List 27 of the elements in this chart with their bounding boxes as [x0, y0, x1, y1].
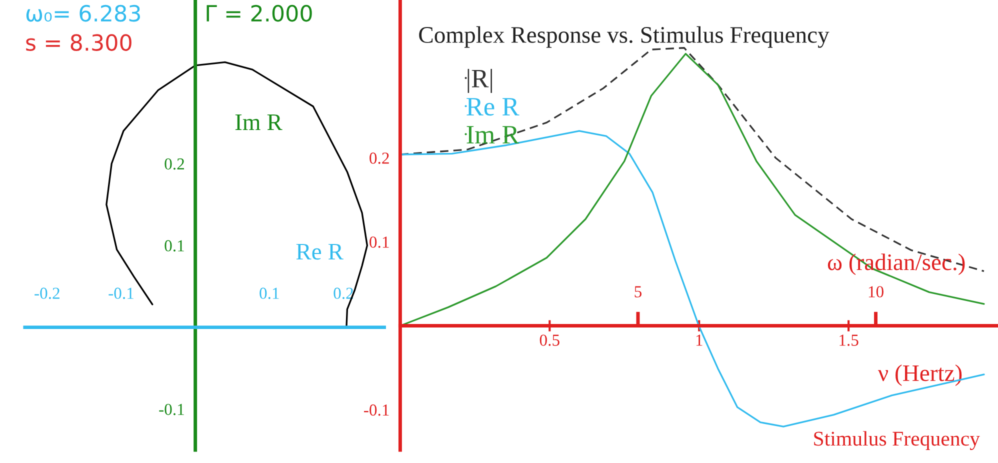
annotation: Stimulus Frequency [814, 431, 980, 450]
annotation: Γ = 2.000 [206, 4, 312, 22]
x-axis-title: Re R [296, 244, 344, 260]
y-axis-title: Im R [235, 114, 282, 130]
x-tick-label: 1.5 [840, 334, 858, 346]
x-tick-label: -0.1 [108, 288, 134, 299]
y-tick-label: 0.1 [164, 240, 184, 252]
x-tick-label: -0.2 [34, 288, 60, 299]
y-tick-label: 0.1 [370, 236, 389, 248]
x-tick-label: 0.5 [540, 334, 560, 346]
annotation: ω₀= 6.283 [26, 4, 140, 22]
annotation: s = 8.300 [26, 34, 132, 51]
y-tick-label: -0.1 [364, 404, 389, 416]
x-axis-title: ν (Hertz) [878, 364, 962, 386]
x-tick-label: 0.2 [334, 288, 353, 299]
text: Complex Response vs. Stimulus Frequency [419, 26, 830, 48]
line-series [106, 61, 368, 328]
x2-tick-label: 10 [868, 286, 884, 298]
x2-tick-label: 5 [634, 286, 642, 298]
y-tick-label: 0.2 [164, 158, 184, 170]
line-series [400, 52, 985, 327]
y-tick-label: 0.2 [370, 152, 389, 164]
x-tick-label: 1 [696, 334, 702, 346]
y-tick-label: -0.1 [159, 404, 184, 416]
legend-label: Re R [466, 98, 520, 116]
legend-label: |R| [468, 68, 492, 93]
x-tick-label: 0.1 [260, 288, 279, 299]
